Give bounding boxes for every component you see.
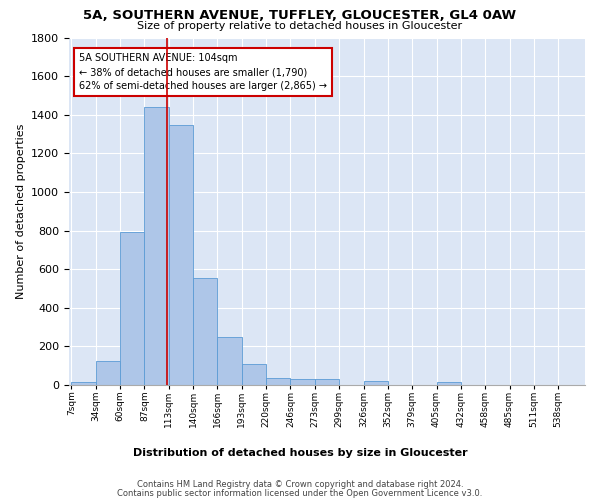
Text: Contains public sector information licensed under the Open Government Licence v3: Contains public sector information licen… [118,489,482,498]
Bar [364,381,388,385]
Text: 5A SOUTHERN AVENUE: 104sqm
← 38% of detached houses are smaller (1,790)
62% of s: 5A SOUTHERN AVENUE: 104sqm ← 38% of deta… [79,53,328,91]
Bar [71,382,96,385]
Text: 5A, SOUTHERN AVENUE, TUFFLEY, GLOUCESTER, GL4 0AW: 5A, SOUTHERN AVENUE, TUFFLEY, GLOUCESTER… [83,9,517,22]
Text: Size of property relative to detached houses in Gloucester: Size of property relative to detached ho… [137,21,463,31]
Text: Contains HM Land Registry data © Crown copyright and database right 2024.: Contains HM Land Registry data © Crown c… [137,480,463,489]
Bar [96,361,120,385]
Bar [437,382,461,385]
Bar [217,336,242,385]
Y-axis label: Number of detached properties: Number of detached properties [16,124,26,299]
Bar [290,379,315,385]
Bar [315,379,339,385]
Bar [169,126,193,385]
Bar [145,107,169,385]
Text: Distribution of detached houses by size in Gloucester: Distribution of detached houses by size … [133,448,467,458]
Bar [193,278,217,385]
Bar [242,364,266,385]
Bar [120,232,145,385]
Bar [266,378,290,385]
